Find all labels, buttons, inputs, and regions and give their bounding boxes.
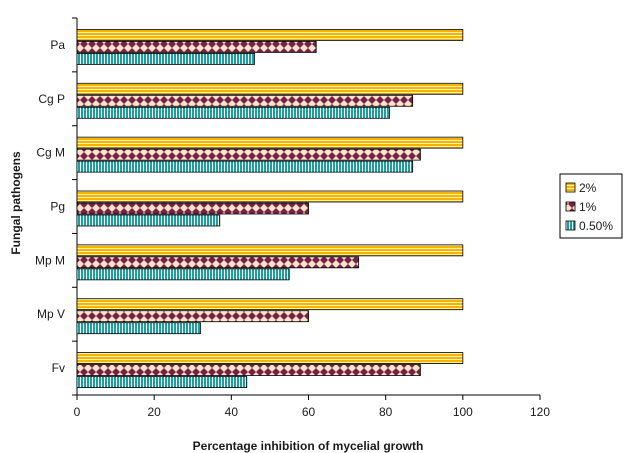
category-label: Mp V xyxy=(37,307,65,321)
bar xyxy=(76,106,390,119)
legend-label: 0.50% xyxy=(579,219,613,233)
bar xyxy=(76,214,221,227)
category-label: Cg P xyxy=(38,92,65,106)
x-tick-label: 120 xyxy=(530,405,550,419)
bar xyxy=(76,41,317,53)
bar xyxy=(76,82,464,95)
legend-swatch xyxy=(565,220,576,231)
bar xyxy=(76,256,360,269)
category-label: Mp M xyxy=(35,253,65,267)
category-label: Pg xyxy=(50,200,65,214)
bar xyxy=(76,298,464,311)
y-axis-title: Fungal pathogens xyxy=(9,151,23,255)
legend-swatch xyxy=(565,201,576,212)
legend-label: 2% xyxy=(579,181,597,195)
bar xyxy=(76,322,201,335)
category-label: Pa xyxy=(50,38,65,52)
bar xyxy=(76,136,464,149)
x-tick-label: 0 xyxy=(74,405,81,419)
bar xyxy=(76,29,464,41)
bar xyxy=(76,160,414,173)
category-label: Fv xyxy=(52,361,65,375)
category-label: Cg M xyxy=(36,146,65,160)
legend: 2% 1% 0.50% xyxy=(559,173,623,239)
bar xyxy=(76,190,464,203)
x-tick-label: 60 xyxy=(302,405,316,419)
bar xyxy=(76,148,421,161)
x-tick-label: 40 xyxy=(225,405,239,419)
bar xyxy=(76,268,290,281)
bar xyxy=(76,94,414,107)
bar xyxy=(76,376,248,388)
legend-label: 1% xyxy=(579,200,597,214)
bar xyxy=(76,364,421,376)
bar xyxy=(76,202,309,215)
x-tick-label: 20 xyxy=(147,405,161,419)
bar xyxy=(76,310,309,323)
legend-swatch xyxy=(565,182,576,193)
x-tick-label: 80 xyxy=(379,405,393,419)
x-axis-title: Percentage inhibition of mycelial growth xyxy=(193,439,424,453)
bar xyxy=(76,352,464,364)
x-tick-label: 100 xyxy=(453,405,473,419)
bar xyxy=(76,53,255,65)
plot-area: 0 20 40 60 80 100 120 Pa Cg P Cg M Pg Mp M Mp V Fv xyxy=(35,17,550,419)
bar xyxy=(76,244,464,257)
